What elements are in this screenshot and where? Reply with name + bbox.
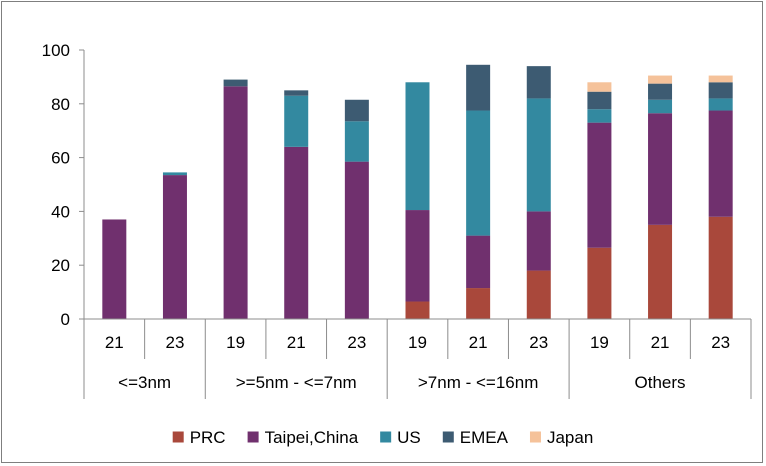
legend-label: US	[397, 428, 421, 447]
x-category-label: 21	[469, 333, 488, 352]
x-group-label: >7nm - <=16nm	[418, 373, 539, 392]
y-tick-label: 80	[51, 95, 70, 114]
x-category-label: 23	[529, 333, 548, 352]
y-tick-label: 20	[51, 256, 70, 275]
x-group-label: >=5nm - <=7nm	[236, 373, 357, 392]
legend-label: Taipei,China	[265, 428, 359, 447]
x-category-label: 21	[287, 333, 306, 352]
legend-label: PRC	[190, 428, 226, 447]
bar-segment-us	[587, 109, 612, 123]
legend-label: Japan	[547, 428, 593, 447]
bar-segment-us	[162, 172, 187, 176]
bar-segment-emea	[587, 91, 612, 110]
legend-swatch	[380, 431, 392, 443]
bar-segment-japan	[708, 75, 733, 83]
bar-segment-emea	[223, 79, 248, 87]
bar-segment-taipei-china	[223, 86, 248, 319]
bar-segment-taipei-china	[102, 219, 127, 319]
bar-segment-taipei-china	[466, 235, 491, 289]
x-category-label: 19	[226, 333, 245, 352]
bar-segment-prc	[466, 288, 491, 319]
legend-swatch	[247, 431, 259, 443]
bar-segment-us	[708, 98, 733, 111]
bar-segment-emea	[526, 66, 551, 99]
bar-segment-prc	[587, 247, 612, 319]
bar-segment-us	[405, 82, 430, 211]
bar-segment-us	[284, 95, 309, 147]
legend-swatch	[529, 431, 541, 443]
bar-segment-prc	[405, 301, 430, 319]
bar-segment-us	[344, 121, 369, 162]
y-tick-label: 60	[51, 149, 70, 168]
x-category-label: 23	[347, 333, 366, 352]
x-group-label: Others	[635, 373, 686, 392]
bar-segment-taipei-china	[162, 175, 187, 319]
bar-segment-taipei-china	[284, 146, 309, 319]
y-axis: 0 20 40 60 80 100	[42, 41, 85, 329]
legend-swatch	[172, 431, 184, 443]
bar-segment-taipei-china	[344, 161, 369, 319]
x-category-label: 23	[711, 333, 730, 352]
bar-segment-prc	[526, 270, 551, 319]
x-category-label: 23	[165, 333, 184, 352]
x-category-label: 21	[651, 333, 670, 352]
y-tick-label: 100	[42, 41, 70, 60]
legend: PRC Taipei,China US EMEA Japan	[172, 428, 593, 447]
bars-layer	[102, 64, 733, 319]
bar-segment-taipei-china	[526, 211, 551, 271]
bar-segment-emea	[648, 83, 673, 100]
y-tick-label: 0	[61, 310, 70, 329]
bar-segment-us	[526, 98, 551, 212]
bar-segment-japan	[648, 75, 673, 84]
bar-segment-taipei-china	[648, 113, 673, 225]
bar-segment-emea	[466, 64, 491, 111]
x-category-label: 19	[408, 333, 427, 352]
bar-segment-taipei-china	[708, 110, 733, 217]
bar-segment-us	[648, 99, 673, 114]
y-tick-label: 40	[51, 202, 70, 221]
bar-segment-emea	[344, 99, 369, 122]
x-axis: 21 23 19 21 23 19 21 23 19 21 23 <=3nm >=5nm - <=7nm…	[83, 318, 752, 399]
bar-segment-taipei-china	[587, 122, 612, 248]
bar-segment-us	[466, 110, 491, 236]
bar-segment-prc	[648, 224, 673, 319]
bar-segment-prc	[708, 216, 733, 319]
bar-segment-japan	[587, 82, 612, 92]
x-category-label: 19	[590, 333, 609, 352]
x-group-label: <=3nm	[118, 373, 171, 392]
bar-segment-emea	[284, 90, 309, 96]
legend-label: EMEA	[460, 428, 509, 447]
legend-swatch	[442, 431, 454, 443]
x-category-label: 21	[105, 333, 124, 352]
bar-segment-emea	[708, 82, 733, 99]
bar-segment-taipei-china	[405, 210, 430, 302]
